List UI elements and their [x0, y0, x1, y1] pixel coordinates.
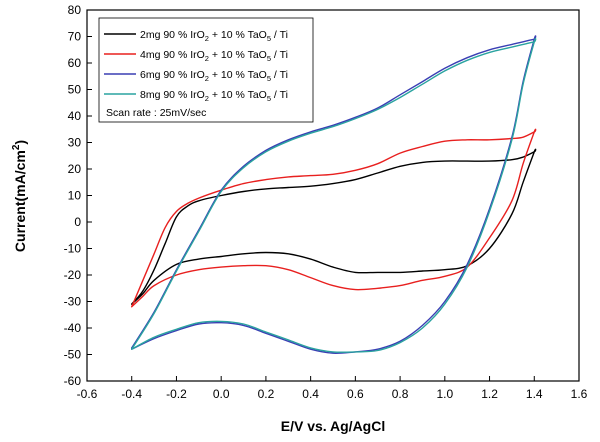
x-axis-title: E/V vs. Ag/AgCl — [281, 418, 386, 434]
x-tick-label: -0.6 — [77, 387, 98, 401]
y-tick-label: 0 — [74, 215, 81, 229]
y-tick-label: -60 — [64, 374, 82, 388]
y-tick-label: 40 — [68, 109, 82, 123]
legend-entry: 8mg 90 % IrO2 + 10 % TaO5 / Ti — [104, 89, 288, 103]
y-tick-label: 70 — [68, 30, 82, 44]
x-tick-label: 0.4 — [302, 387, 319, 401]
tick-layer: -0.6 -0.4 -0.2 0.0 0.2 0.4 0.6 0.8 1.0 1.2 1.4 1.6 -… — [64, 3, 588, 401]
x-tick-label: 0.6 — [347, 387, 364, 401]
y-axis-title: Current(mA/cm2) — [11, 140, 28, 252]
x-tick-label: 1.0 — [436, 387, 453, 401]
y-tick-label: 80 — [68, 3, 82, 17]
series-line-2 — [131, 128, 537, 308]
legend-label: 6mg 90 % IrO2 + 10 % TaO5 / Ti — [140, 69, 288, 83]
legend-entry: 2mg 90 % IrO2 + 10 % TaO5 / Ti — [104, 29, 288, 43]
x-tick-label: 1.4 — [526, 387, 543, 401]
series-line-1 — [131, 148, 537, 305]
legend-entry: 4mg 90 % IrO2 + 10 % TaO5 / Ti — [104, 49, 288, 63]
x-tick-label: 1.6 — [571, 387, 588, 401]
y-tick-label: 60 — [68, 56, 82, 70]
y-tick-label: -50 — [64, 348, 82, 362]
y-tick-label: 20 — [68, 162, 82, 176]
legend-entry: 6mg 90 % IrO2 + 10 % TaO5 / Ti — [104, 69, 288, 83]
x-tick-label: 0.0 — [213, 387, 230, 401]
y-tick-label: -40 — [64, 321, 82, 335]
series-line-3 — [131, 35, 537, 354]
y-tick-label: -20 — [64, 268, 82, 282]
x-tick-label: -0.4 — [121, 387, 142, 401]
x-tick-label: 0.8 — [392, 387, 409, 401]
series-line-4 — [131, 37, 537, 353]
y-tick-label: 10 — [68, 189, 82, 203]
y-tick-label: 50 — [68, 83, 82, 97]
legend-box — [98, 17, 314, 123]
legend-label: 2mg 90 % IrO2 + 10 % TaO5 / Ti — [140, 29, 288, 43]
x-tick-label: -0.2 — [166, 387, 187, 401]
legend-label: 4mg 90 % IrO2 + 10 % TaO5 / Ti — [140, 49, 288, 63]
legend-note: Scan rate : 25mV/sec — [106, 107, 206, 119]
series-layer — [131, 35, 537, 354]
x-tick-label: 0.2 — [258, 387, 275, 401]
x-tick-label: 1.2 — [481, 387, 498, 401]
y-tick-label: -30 — [64, 295, 82, 309]
y-tick-label: 30 — [68, 136, 82, 150]
legend: 2mg 90 % IrO2 + 10 % TaO5 / Ti 4mg 90 % … — [98, 17, 314, 123]
y-tick-label: -10 — [64, 242, 82, 256]
legend-label: 8mg 90 % IrO2 + 10 % TaO5 / Ti — [140, 89, 288, 103]
